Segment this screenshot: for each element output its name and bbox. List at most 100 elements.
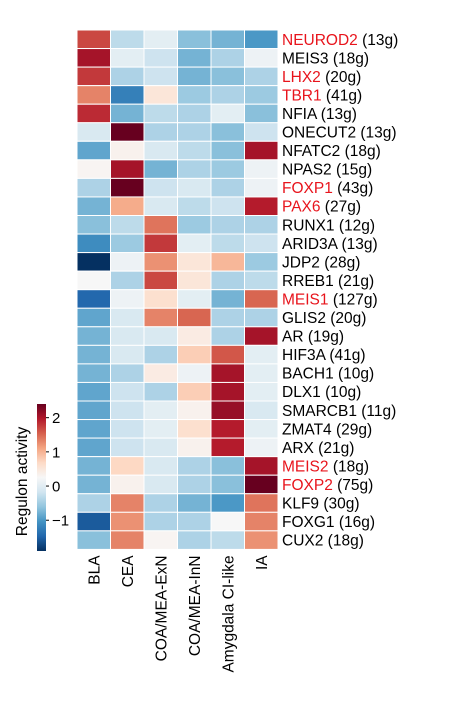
heatmap-cell [244,48,279,68]
row-label-count: (43g) [333,180,374,197]
column-label: BLA [87,555,104,585]
heatmap-cell [76,400,111,421]
heatmap-cell [110,29,145,50]
heatmap-cell [210,215,245,235]
heatmap-cell [76,437,111,458]
row-label-gene: SMARCB1 [282,403,357,420]
heatmap-cell [244,29,279,50]
heatmap-cell [210,66,245,87]
heatmap-cell [177,29,212,50]
row-label-count: (18g) [329,458,370,475]
colorbar-tick-label: −1 [52,513,69,530]
heatmap-cell [210,419,245,439]
row-label-gene: MEIS2 [282,458,329,475]
row-label-count: (30g) [319,496,360,513]
heatmap-cell [210,29,245,50]
heatmap-cell [76,419,111,439]
heatmap-cell [177,177,212,198]
row-label: JDP2 (28g) [282,254,360,271]
heatmap-cell [143,159,178,179]
row-label-gene: BACH1 [282,366,334,383]
colorbar-tick-label: 0 [52,479,60,496]
heatmap-cell [143,48,178,68]
row-label-count: (10g) [321,384,362,401]
heatmap-cell [110,419,145,439]
heatmap-cell [177,511,212,532]
row-label-gene: HIF3A [282,347,327,364]
row-label: AR (19g) [282,329,344,346]
heatmap-cell [76,48,111,68]
heatmap-cell [177,289,212,309]
heatmap-cell [143,437,178,458]
heatmap-cell [143,233,178,254]
heatmap-cell [110,400,145,421]
row-label-gene: FOXP2 [282,477,333,494]
row-label-count: (13g) [356,125,397,142]
heatmap-cell [110,307,145,328]
heatmap-cell [76,196,111,216]
row-label: MEIS1 (127g) [282,291,378,308]
heatmap-cell [244,85,279,105]
row-label: CUX2 (18g) [282,533,364,550]
heatmap-cell [143,344,178,365]
heatmap-cell [244,437,279,458]
heatmap-cell [143,326,178,346]
heatmap-cell [177,48,212,68]
heatmap-cell [244,530,279,550]
heatmap-cell [244,456,279,476]
column-label: CEA [120,555,137,588]
heatmap-cell [110,511,145,532]
heatmap-cell [177,103,212,124]
heatmap-cell [110,289,145,309]
row-label-gene: ONECUT2 [282,125,356,142]
row-label: ONECUT2 (13g) [282,125,397,142]
heatmap-cell [210,307,245,328]
row-label-gene: ARX [282,440,315,457]
row-label: NPAS2 (15g) [282,162,372,179]
heatmap-cell [244,270,279,291]
heatmap-cell [177,196,212,216]
row-label-count: (19g) [304,329,345,346]
row-label-gene: KLF9 [282,496,319,513]
row-label-gene: MEIS1 [282,291,329,308]
row-label: FOXP2 (75g) [282,477,373,494]
heatmap-cell [244,122,279,142]
heatmap-cell [210,85,245,105]
row-label-count: (18g) [329,50,370,67]
row-label-gene: RUNX1 [282,217,335,234]
row-label-count: (12g) [335,217,376,234]
row-label-count: (21g) [314,440,355,457]
heatmap-cell [110,48,145,68]
heatmap-cell [110,66,145,87]
heatmap-cell [110,252,145,272]
heatmap-cell [110,493,145,513]
heatmap-cell [177,363,212,383]
heatmap-cell [143,363,178,383]
row-label: RREB1 (21g) [282,273,374,290]
heatmap-cell [244,177,279,198]
heatmap-cell [210,159,245,179]
row-label-count: (41g) [322,87,363,104]
colorbar-tick-label: 1 [52,444,60,461]
column-label: Amygdala CI-like [221,555,238,672]
heatmap-cell [244,103,279,124]
row-label-gene: TBR1 [282,87,322,104]
heatmap-cell [177,122,212,142]
heatmap-cell [143,400,178,421]
heatmap-cell [110,122,145,142]
heatmap-cell [177,437,212,458]
heatmap-cell [110,456,145,476]
heatmap-cell [143,215,178,235]
row-label-count: (127g) [329,291,378,308]
heatmap-cell [76,530,111,550]
row-label: ARX (21g) [282,440,354,457]
heatmap-cell [76,381,111,402]
heatmap-cell [110,474,145,495]
heatmap-cell [210,233,245,254]
heatmap-cell [110,215,145,235]
heatmap-cell [210,103,245,124]
heatmap-cell [177,381,212,402]
heatmap-cell [110,196,145,216]
heatmap-cell [210,493,245,513]
column-label: COA/MEA-InN [187,555,204,656]
